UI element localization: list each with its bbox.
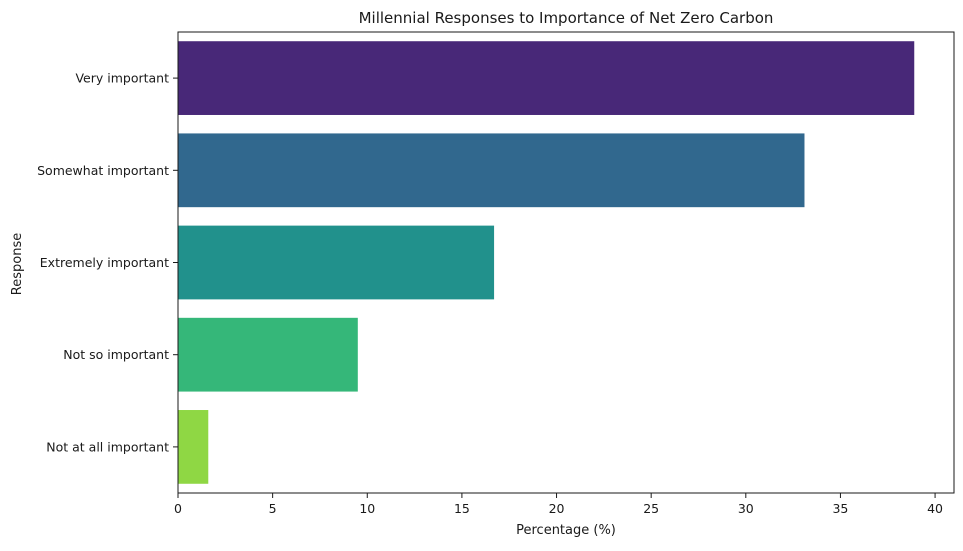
x-tick-label-10: 10 <box>359 501 375 516</box>
x-tick-label-15: 15 <box>454 501 470 516</box>
x-tick-label-5: 5 <box>269 501 277 516</box>
bar-extremely-important <box>178 225 495 300</box>
x-tick-label-25: 25 <box>643 501 659 516</box>
x-tick-label-30: 30 <box>738 501 754 516</box>
y-tick-label-not-at-all-important: Not at all important <box>46 439 169 454</box>
axes-layer: Very important Somewhat important Extremel… <box>37 31 955 516</box>
y-tick-label-extremely-important: Extremely important <box>40 255 169 270</box>
bar-somewhat-important <box>178 133 805 208</box>
y-tick-label-somewhat-important: Somewhat important <box>37 163 169 178</box>
x-tick-label-20: 20 <box>549 501 565 516</box>
x-tick-label-0: 0 <box>174 501 182 516</box>
y-axis-label: Response <box>10 233 25 295</box>
x-axis-label: Percentage (%) <box>516 523 616 538</box>
bar-not-so-important <box>178 317 358 392</box>
chart-title: Millennial Responses to Importance of Ne… <box>359 9 774 27</box>
x-tick-label-40: 40 <box>927 501 943 516</box>
y-tick-label-very-important: Very important <box>75 71 169 86</box>
bar-not-at-all-important <box>178 410 209 484</box>
bars-layer <box>178 41 915 484</box>
y-tick-label-not-so-important: Not so important <box>63 347 169 362</box>
plot-frame <box>177 31 955 494</box>
x-tick-label-35: 35 <box>832 501 848 516</box>
bar-very-important <box>178 41 915 115</box>
